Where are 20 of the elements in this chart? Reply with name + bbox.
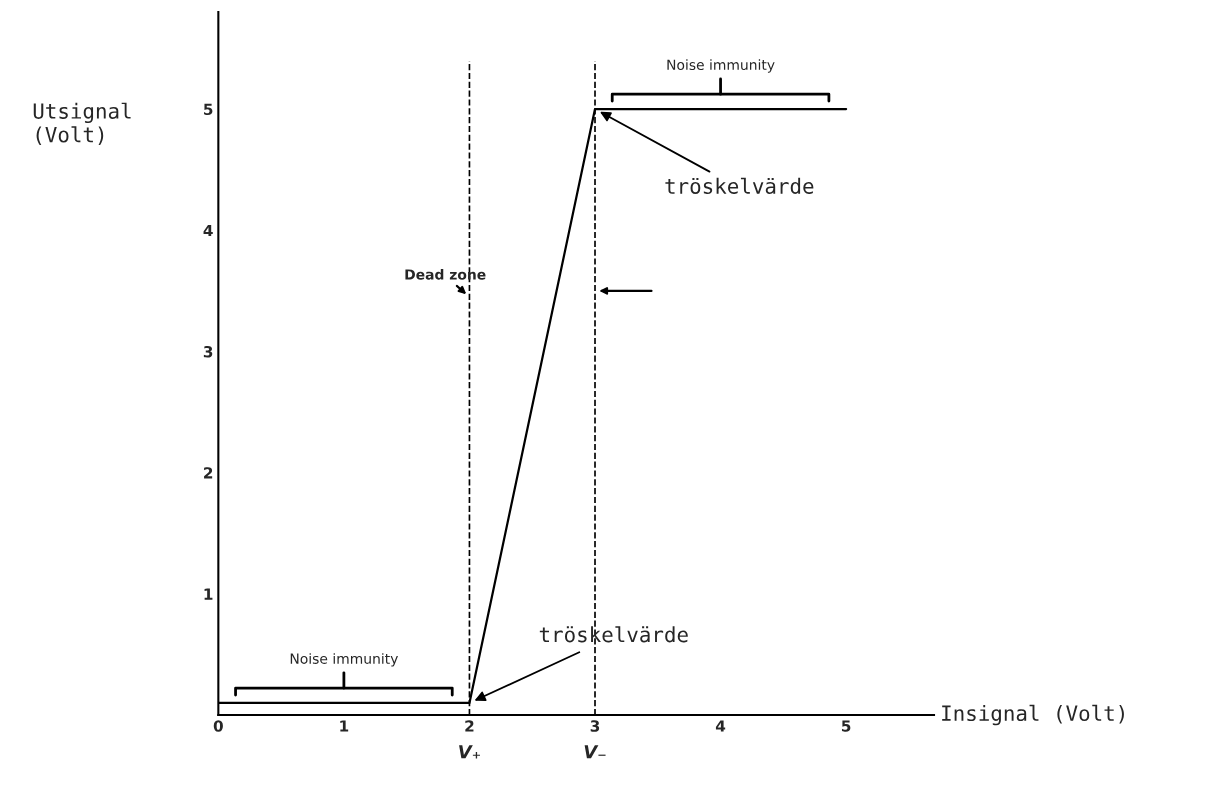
annotation: Dead zone [405,268,486,280]
x-axis-title: Insignal (Volt) [942,704,1124,726]
y-tick-label: 1 [204,588,213,600]
y-tick-label: 3 [203,345,213,358]
y-tick-label: 2 [204,467,213,479]
x-tick-label: 0 [213,720,223,732]
x-tick-label: 3 [590,720,600,732]
annotation: Noise immunity [667,59,775,73]
annotation: Noise immunity [290,653,398,667]
annotation: tröskelvärde [539,626,688,643]
x-tick-label: 5 [841,720,851,732]
x-tick-label: 2 [465,720,474,732]
y-tick-label: 4 [203,224,213,237]
x-tick-label: 4 [715,720,726,732]
ref-line-label: V₋ [584,745,606,759]
y-axis-title: Utsignal (Volt) [33,102,131,145]
y-tick-label: 5 [204,103,213,116]
x-tick-label: 1 [340,720,349,732]
ref-line-label: V₊ [459,745,480,759]
annotation: tröskelvärde [665,177,814,194]
